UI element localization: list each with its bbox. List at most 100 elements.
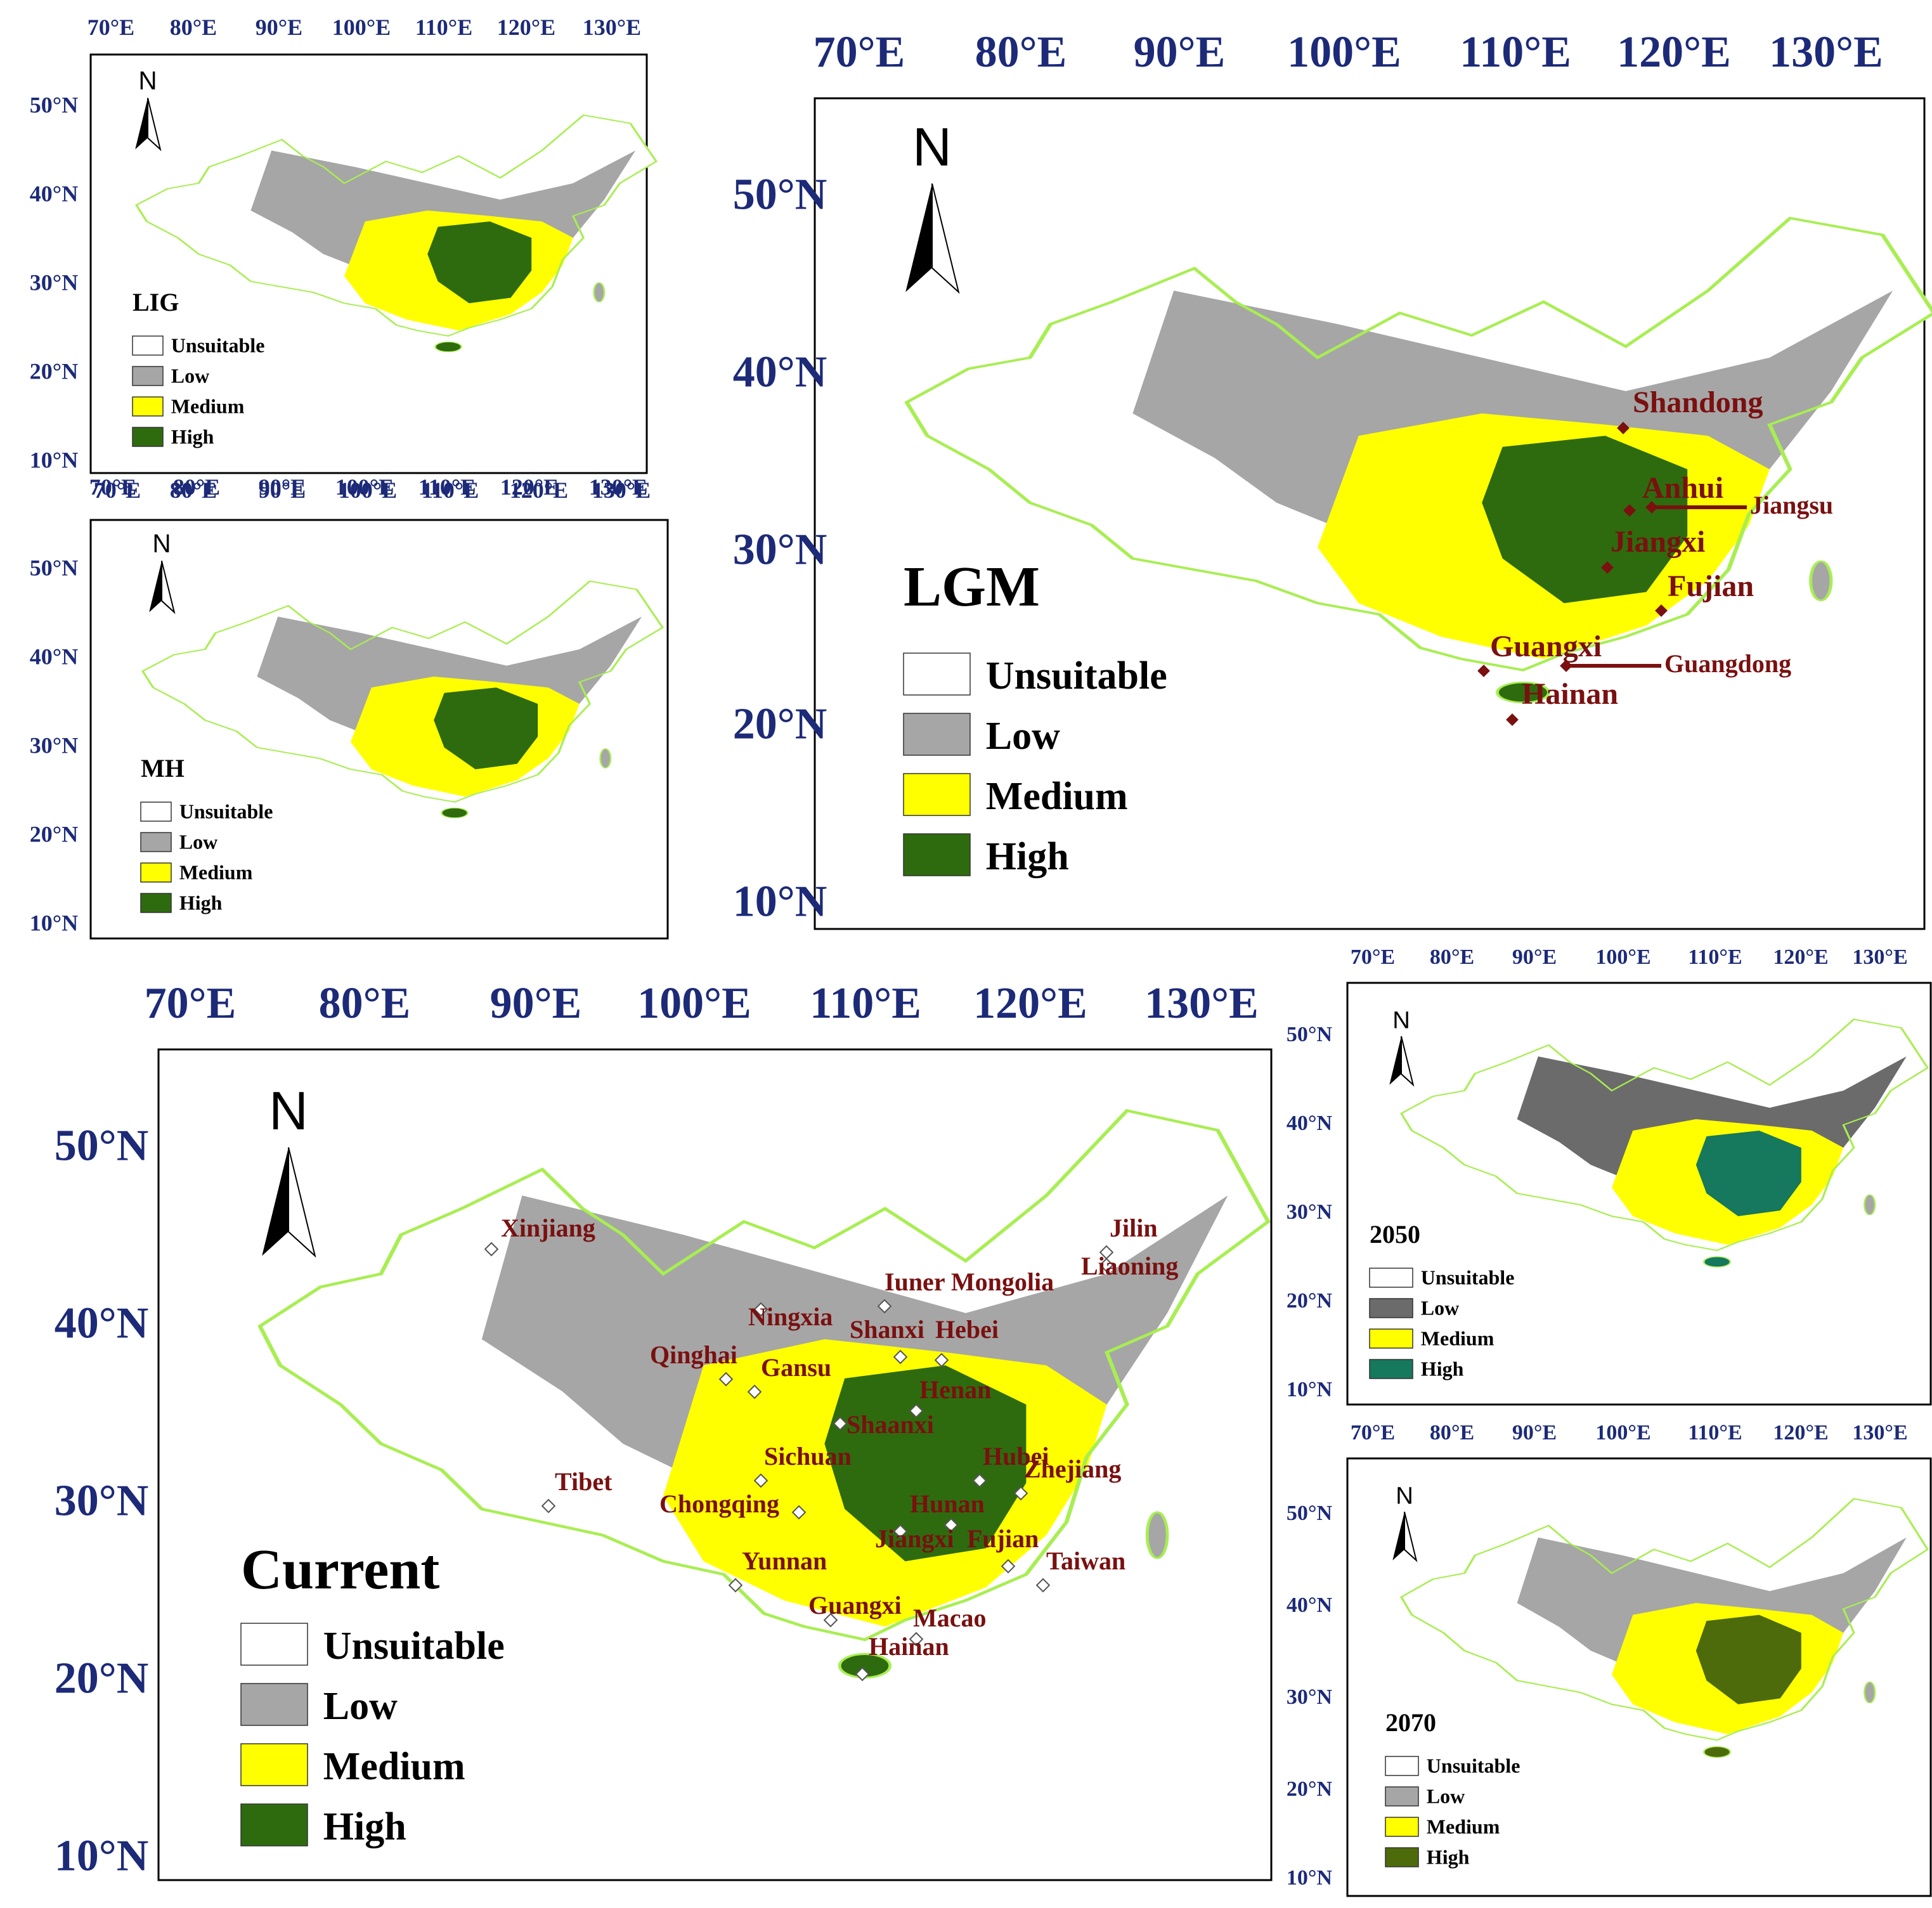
province-marker (484, 1242, 499, 1257)
legend-swatch (1385, 1756, 1419, 1776)
legend-swatch (240, 1623, 308, 1666)
lon-tick-label: 110°E (422, 477, 479, 503)
lat-tick-label: 30°N (30, 270, 78, 295)
lon-tick-label: 80°E (319, 979, 411, 1028)
lon-tick-label: 70°E (94, 477, 141, 503)
province-marker (541, 1498, 556, 1514)
legend-label: High (1421, 1358, 1464, 1380)
province-label: Jiangxi (875, 1524, 954, 1553)
lon-tick-label: 70°E (88, 15, 134, 40)
taiwan-island (1864, 1194, 1876, 1216)
panel-title: 2070 (1385, 1708, 1436, 1737)
lon-tick-label: 80°E (975, 28, 1067, 77)
lon-tick-label: 80°E (173, 474, 220, 500)
lon-tick-label: 90°E (490, 979, 582, 1028)
legend-label: High (323, 1805, 406, 1848)
province-label: Jiangxi (1611, 525, 1705, 559)
legend-label: Unsuitable (179, 800, 273, 823)
province-marker (855, 1666, 870, 1682)
province-marker (728, 1578, 743, 1593)
legend-swatch (132, 427, 164, 447)
lat-tick-label: 50°N (30, 555, 78, 581)
province-label: Zhejiang (1024, 1455, 1121, 1483)
lon-tick-label: 90°E (1134, 28, 1226, 77)
lat-tick-label: 30°N (30, 733, 78, 758)
panel-lgm: 70°E 80°E 90°E 100°E 110°E 120°E 130°E 50°N 40°N… (733, 28, 1932, 929)
lon-tick-label: 100°E (335, 474, 394, 500)
lon-tick-label: 100°E (1595, 945, 1650, 969)
legend-label: Medium (171, 395, 245, 418)
lat-tick-label: 50°N (1287, 1502, 1333, 1525)
legend-label: High (986, 835, 1069, 878)
lat-tick-label: 40°N (1287, 1593, 1333, 1617)
lat-tick-label: 40°N (55, 1299, 149, 1348)
lon-tick-label: 80°E (1430, 1421, 1474, 1444)
province-marker (1099, 1257, 1114, 1273)
province-label: Taiwan (1046, 1547, 1125, 1575)
lon-tick-label: 90°E (259, 474, 306, 500)
province-marker (1506, 713, 1519, 726)
panel-title: LIG (133, 288, 179, 316)
legend-label: High (171, 425, 214, 448)
lat-tick-label: 40°N (1287, 1112, 1333, 1135)
legend-label: Medium (1427, 1815, 1500, 1838)
province-marker (1601, 561, 1614, 574)
panel-title: 2050 (1370, 1220, 1420, 1249)
province-label: Yunnan (742, 1547, 827, 1575)
legend-swatch (1385, 1817, 1419, 1837)
legend-swatch (132, 335, 164, 356)
province-label: Macao (913, 1604, 987, 1632)
lat-tick-label: 10°N (1287, 1378, 1333, 1401)
lat-tick-label: 10°N (55, 1832, 149, 1881)
legend-swatch (1369, 1359, 1413, 1379)
lat-tick-label: 50°N (55, 1122, 149, 1171)
province-marker (1655, 604, 1668, 617)
province-marker (823, 1613, 838, 1628)
lon-tick-label: 80°E (170, 15, 217, 40)
legend-swatch (1385, 1847, 1419, 1867)
province-marker (1001, 1559, 1016, 1574)
lon-tick-label: 110°E (418, 474, 476, 500)
lon-tick-label: 110°E (1460, 28, 1571, 77)
legend-label: Medium (986, 775, 1128, 818)
province-label: Hainan (869, 1632, 949, 1661)
province-label: Guangxi (1490, 630, 1602, 663)
legend-label: Unsuitable (986, 654, 1167, 698)
legend-swatch (903, 773, 971, 816)
province-marker (791, 1505, 807, 1520)
legend-label: Unsuitable (1421, 1266, 1515, 1289)
lon-tick-label: 120°E (500, 474, 559, 500)
province-label: Ningxia (748, 1302, 833, 1331)
lat-tick-label: 50°N (30, 93, 78, 118)
lon-tick-label: 70°E (814, 28, 905, 77)
north-label: N (912, 117, 952, 178)
province-marker (753, 1302, 768, 1317)
province-marker (934, 1353, 949, 1368)
legend-swatch (132, 366, 164, 386)
province-label: Chongqing (659, 1489, 779, 1518)
current-province-labels: Xinjiang Jilin Liaoning Iuner Mongolia Ningx… (484, 1214, 1178, 1682)
north-label: N (269, 1081, 308, 1141)
north-label: N (138, 66, 157, 95)
legend-swatch (240, 1743, 308, 1786)
lon-tick-label: 110°E (1688, 945, 1742, 969)
province-label: Sichuan (764, 1442, 852, 1470)
lat-tick-label: 20°N (30, 822, 78, 847)
taiwan-island (593, 282, 606, 302)
province-marker (1477, 665, 1490, 677)
north-label: N (152, 529, 171, 558)
legend-label: Medium (179, 861, 253, 884)
lon-tick-label: 90°E (259, 477, 306, 503)
legend-label: Low (986, 715, 1060, 758)
lat-tick-label: 30°N (1287, 1685, 1333, 1709)
lat-tick-label: 50°N (733, 171, 827, 219)
panel-title: Current (241, 1538, 439, 1601)
lon-tick-label: 90°E (1512, 1421, 1557, 1444)
north-label: N (1396, 1483, 1413, 1510)
lon-tick-label: 130°E (1769, 28, 1883, 77)
lon-tick-label: 130°E (592, 477, 651, 503)
lat-tick-label: 20°N (30, 359, 78, 384)
legend-label: High (1427, 1846, 1470, 1869)
lon-tick-label: 120°E (497, 15, 555, 40)
north-arrow-icon (135, 98, 162, 152)
